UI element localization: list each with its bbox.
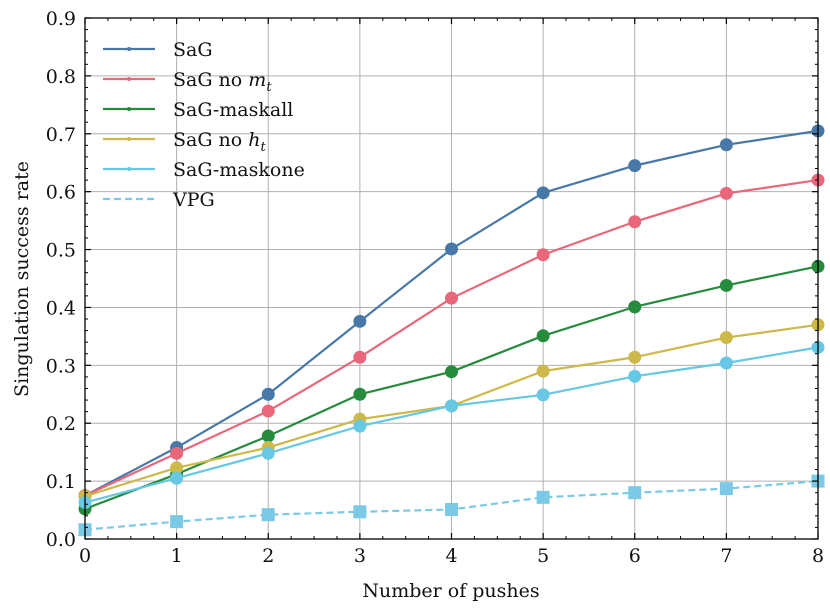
y-axis-label: Singulation success rate <box>11 161 33 397</box>
data-point <box>536 490 550 504</box>
series-layer <box>78 124 825 537</box>
data-point <box>170 446 184 460</box>
legend-marker <box>127 47 131 51</box>
legend-label-main: SaG-maskone <box>173 159 305 181</box>
data-point <box>719 331 733 345</box>
x-axis-label: Number of pushes <box>362 580 539 602</box>
data-point <box>261 446 275 460</box>
legend-label-subscript: t <box>261 140 267 155</box>
data-point <box>536 329 550 343</box>
legend-label-main: SaG no <box>173 129 248 151</box>
legend-label: VPG <box>172 189 215 211</box>
legend-entry: VPG <box>103 189 215 211</box>
legend-label: SaG-maskall <box>173 99 293 121</box>
data-point <box>719 356 733 370</box>
data-point <box>628 159 642 173</box>
x-tick-label: 2 <box>262 545 274 567</box>
y-tick-label: 0.4 <box>46 297 76 319</box>
data-point <box>628 486 642 500</box>
x-tick-label: 0 <box>79 545 91 567</box>
data-point <box>628 215 642 229</box>
data-point <box>353 419 367 433</box>
legend-entry: SaG <box>103 39 213 61</box>
data-point <box>536 186 550 200</box>
data-point <box>170 471 184 485</box>
x-tick-label: 6 <box>629 545 641 567</box>
data-point <box>353 387 367 401</box>
data-point <box>445 365 458 379</box>
data-point <box>719 278 733 292</box>
legend-label: SaG no ht <box>173 129 267 155</box>
data-point <box>170 515 184 529</box>
x-tick-label: 8 <box>812 545 824 567</box>
series-vpg <box>78 474 825 537</box>
data-point <box>536 248 550 262</box>
x-tick-label: 1 <box>171 545 183 567</box>
legend-label-subscript: t <box>266 80 272 95</box>
data-point <box>628 300 642 314</box>
y-tick-label: 0.2 <box>46 413 76 435</box>
legend-label-main: SaG no <box>173 69 248 91</box>
tick-labels: 0 1 2 3 4 5 6 7 8 0.0 0.1 0.2 0.3 0.4 0.5 0.6 0.7 0.8 0.9 <box>46 8 824 567</box>
data-point <box>445 502 458 516</box>
legend-entry: SaG-maskone <box>103 159 305 181</box>
data-point <box>536 388 550 402</box>
data-point <box>719 186 733 200</box>
data-point <box>628 369 642 383</box>
data-point <box>170 461 184 475</box>
series-sag-no-m-t <box>78 173 825 503</box>
data-point <box>628 350 642 364</box>
data-point <box>353 505 367 519</box>
legend-marker <box>127 77 131 81</box>
x-tick-label: 7 <box>720 545 732 567</box>
y-tick-label: 0.6 <box>46 182 76 204</box>
y-tick-label: 0.7 <box>46 124 76 146</box>
data-point <box>719 138 733 152</box>
data-point <box>353 350 367 364</box>
legend-entry: SaG-maskall <box>103 99 293 121</box>
legend-label-italic: h <box>248 129 260 151</box>
legend-label: SaG <box>173 39 213 61</box>
legend-entry: SaG no ht <box>103 129 267 155</box>
legend-marker <box>127 107 131 111</box>
x-tick-label: 3 <box>354 545 366 567</box>
legend-label-italic: m <box>248 69 266 91</box>
legend-label-main: VPG <box>172 189 215 211</box>
y-tick-label: 0.5 <box>46 240 76 262</box>
legend-marker <box>127 167 131 171</box>
data-point <box>261 387 275 401</box>
legend-label-main: SaG <box>173 39 213 61</box>
y-tick-label: 0.1 <box>46 471 76 493</box>
data-point <box>445 242 458 256</box>
legend-label-main: SaG-maskall <box>173 99 293 121</box>
data-point <box>353 314 367 328</box>
legend-entry: SaG no mt <box>103 69 272 95</box>
legend-label: SaG no mt <box>173 69 272 95</box>
y-tick-label: 0.3 <box>46 355 76 377</box>
y-tick-label: 0.0 <box>46 529 76 551</box>
legend-label: SaG-maskone <box>173 159 305 181</box>
data-point <box>261 508 275 522</box>
data-point <box>261 429 275 443</box>
data-point <box>445 291 458 305</box>
data-point <box>719 482 733 496</box>
series-sag-maskone <box>78 340 825 510</box>
x-tick-label: 4 <box>445 545 457 567</box>
data-point <box>261 404 275 418</box>
y-tick-label: 0.9 <box>46 8 76 30</box>
axis-ticks <box>84 17 819 540</box>
x-tick-label: 5 <box>537 545 549 567</box>
data-point <box>445 399 458 413</box>
data-point <box>536 364 550 378</box>
legend-marker <box>127 137 131 141</box>
y-tick-label: 0.8 <box>46 66 76 88</box>
